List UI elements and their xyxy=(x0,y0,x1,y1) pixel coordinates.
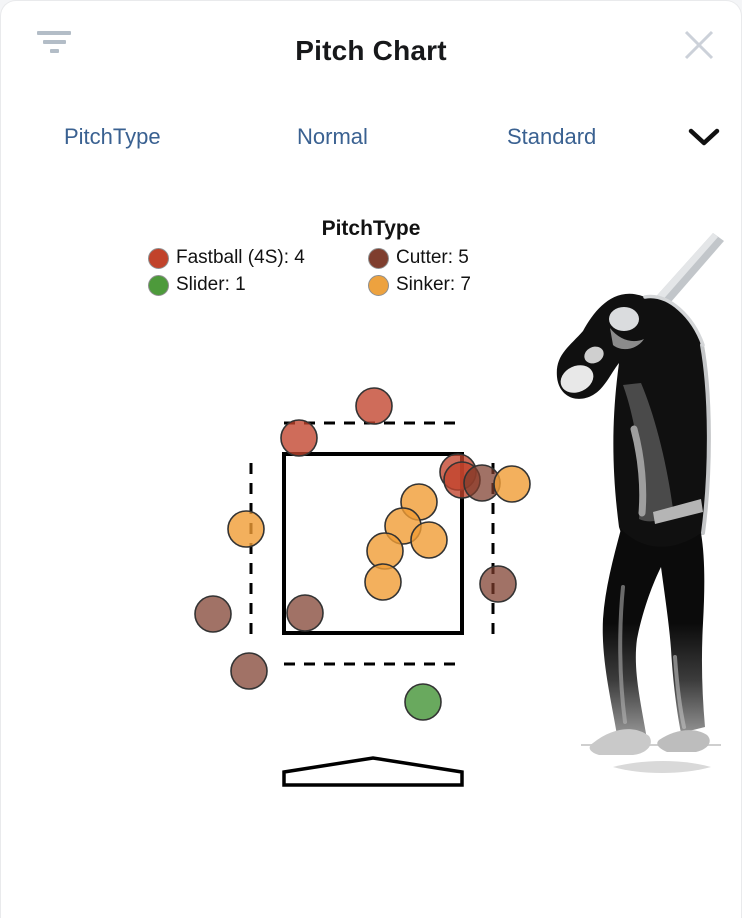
legend-item-label: Sinker: 7 xyxy=(396,274,471,295)
filter-icon[interactable] xyxy=(35,29,73,59)
pitch-type-selector[interactable]: PitchType xyxy=(64,124,161,149)
cutter-swatch-icon xyxy=(368,247,389,269)
pitch-point-cutter[interactable] xyxy=(194,595,232,633)
legend-item-label: Cutter: 5 xyxy=(396,247,469,268)
legend-item-slider: Slider: 1 xyxy=(148,272,368,298)
close-icon[interactable] xyxy=(681,27,717,63)
fastball-swatch-icon xyxy=(148,247,169,269)
pitch-point-sinker[interactable] xyxy=(410,521,448,559)
legend-item-label: Slider: 1 xyxy=(176,274,246,295)
pitch-point-cutter[interactable] xyxy=(286,594,324,632)
filter-icon-bar xyxy=(49,48,59,53)
legend-title: PitchType xyxy=(321,217,421,240)
home-plate xyxy=(282,756,464,787)
pitch-point-fastball-4s[interactable] xyxy=(355,387,393,425)
pitch-point-slider[interactable] xyxy=(404,683,442,721)
view-mode-selector[interactable]: Normal xyxy=(297,124,368,149)
legend-item-fastball: Fastball (4S): 4 xyxy=(148,245,368,271)
pitch-point-cutter[interactable] xyxy=(230,652,268,690)
legend-item-label: Fastball (4S): 4 xyxy=(176,247,305,268)
legend: Fastball (4S): 4 Cutter: 5 Slider: 1 Sin… xyxy=(148,245,471,298)
pitch-point-fastball-4s[interactable] xyxy=(280,419,318,457)
legend-item-cutter: Cutter: 5 xyxy=(368,245,471,271)
slider-swatch-icon xyxy=(148,274,169,296)
pitch-point-sinker[interactable] xyxy=(227,510,265,548)
pitch-point-sinker[interactable] xyxy=(364,563,402,601)
pitch-point-sinker[interactable] xyxy=(493,465,531,503)
filter-icon-bar xyxy=(37,30,71,35)
zone-style-selector[interactable]: Standard xyxy=(507,124,597,149)
chart-options-row: PitchType Normal Standard xyxy=(1,124,741,156)
legend-item-sinker: Sinker: 7 xyxy=(368,272,471,298)
batter-illustration xyxy=(556,233,724,773)
sinker-swatch-icon xyxy=(368,274,389,296)
filter-icon-bar xyxy=(42,39,66,44)
chevron-down-icon[interactable] xyxy=(687,126,721,152)
page-title: Pitch Chart xyxy=(295,35,447,66)
pitch-point-cutter[interactable] xyxy=(479,565,517,603)
